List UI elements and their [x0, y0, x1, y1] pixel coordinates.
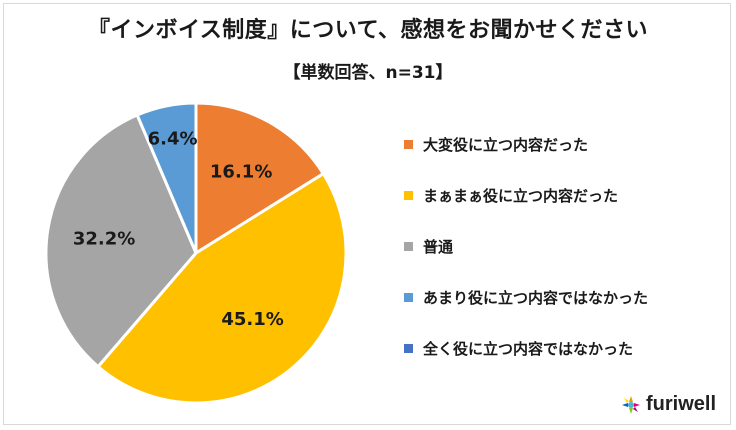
- legend-swatch: [404, 241, 413, 251]
- legend-swatch: [404, 139, 413, 149]
- legend-label: 普通: [423, 237, 454, 256]
- slice-data-label: 32.2%: [73, 229, 135, 250]
- legend-item: 全く役に立つ内容ではなかった: [404, 338, 633, 358]
- pie-slice: [44, 113, 198, 369]
- slice-data-label: 6.4%: [148, 128, 198, 149]
- slice-data-label: 16.1%: [210, 162, 272, 183]
- legend-label: あまり役に立つ内容ではなかった: [423, 288, 649, 307]
- legend-swatch: [404, 343, 413, 353]
- legend-swatch: [404, 190, 413, 200]
- pie-slice: [95, 171, 348, 405]
- furiwell-logo-icon: [622, 395, 640, 414]
- brand-name: furiwell: [646, 393, 717, 415]
- chart-subtitle: 【単数回答、n=31】: [283, 63, 453, 83]
- legend-label: 大変役に立つ内容だった: [423, 135, 589, 154]
- legend-swatch: [404, 292, 413, 302]
- legend-item: 大変役に立つ内容だった: [404, 134, 588, 154]
- chart-title: 『インボイス制度』について、感想をお聞かせください: [87, 18, 649, 43]
- chart-frame: [3, 3, 731, 425]
- legend-label: 全く役に立つ内容ではなかった: [423, 339, 634, 358]
- pie-slice: [194, 101, 326, 256]
- slice-data-label: 45.1%: [221, 309, 283, 330]
- legend-label: まぁまぁ役に立つ内容だった: [423, 186, 619, 205]
- brand-logo: furiwell: [620, 393, 716, 416]
- legend-item: あまり役に立つ内容ではなかった: [404, 287, 648, 307]
- legend-item: まぁまぁ役に立つ内容だった: [404, 185, 618, 205]
- legend-item: 普通: [404, 236, 453, 256]
- pie-slice: [135, 101, 198, 254]
